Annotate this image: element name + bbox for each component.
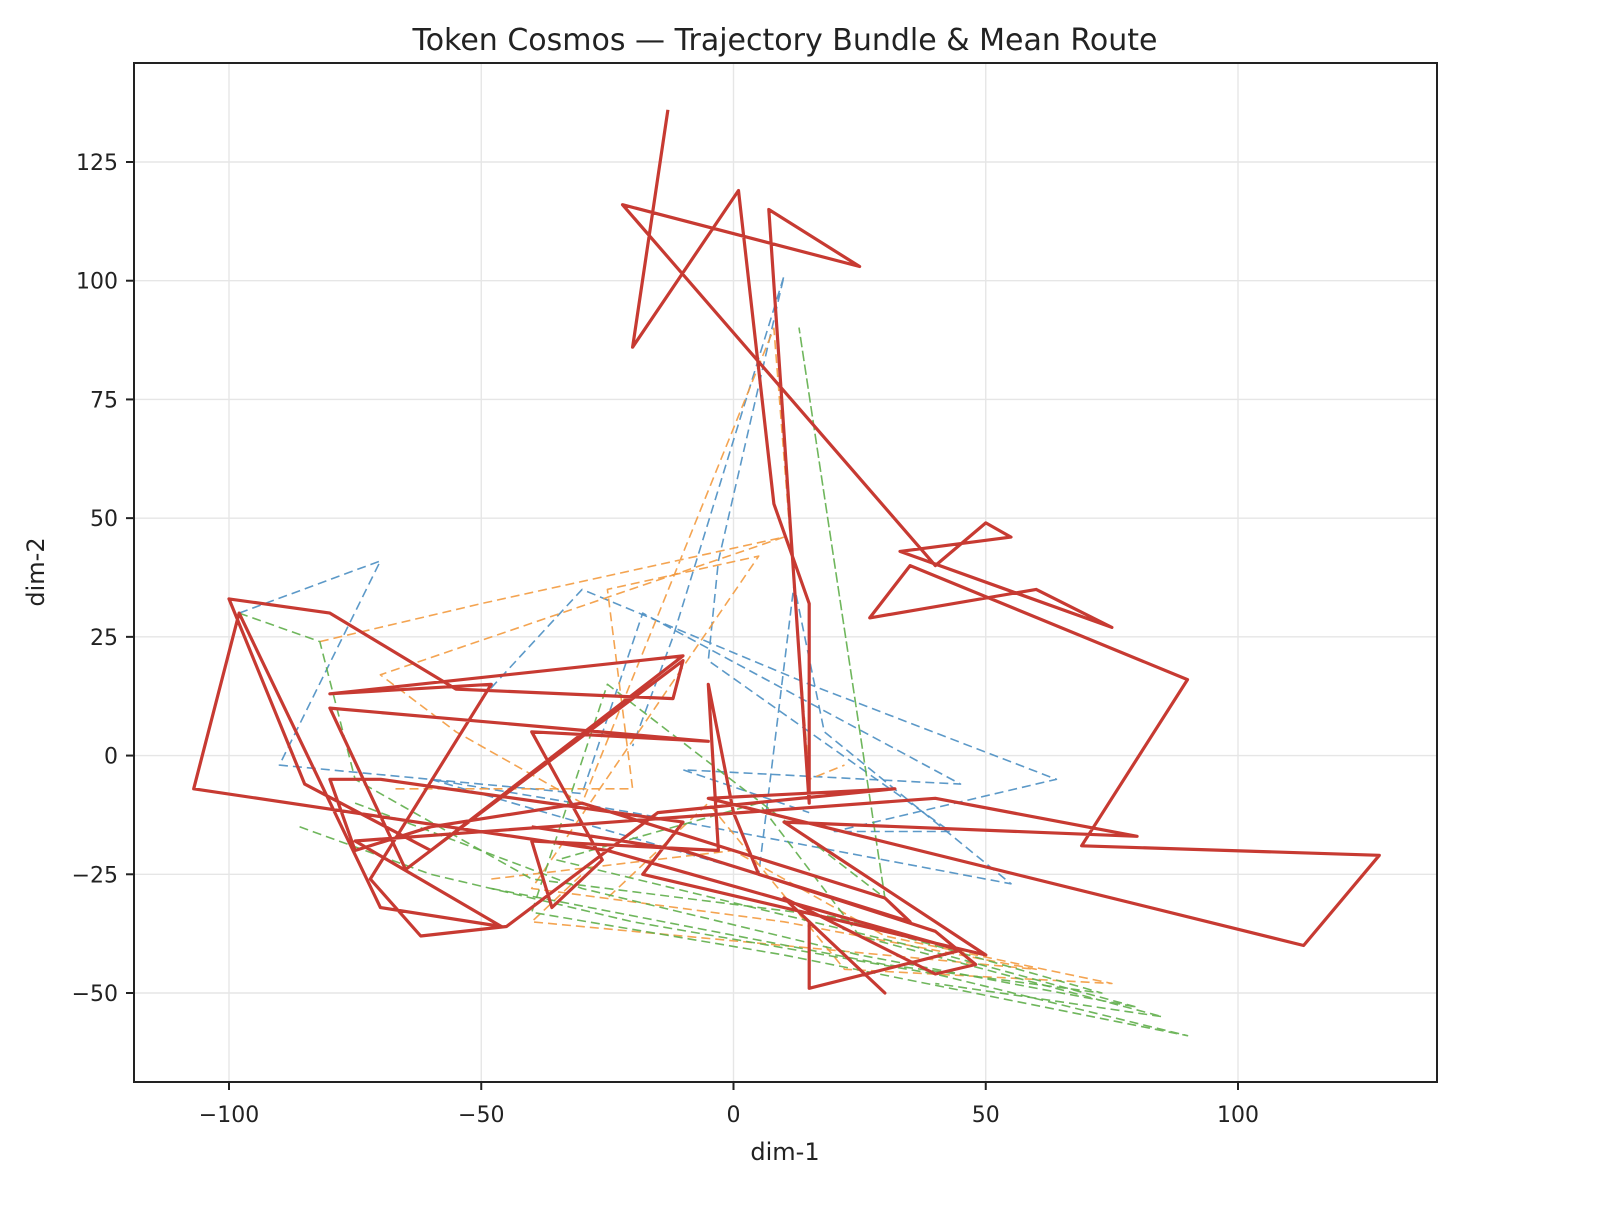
y-tick-label: 0 bbox=[104, 745, 118, 770]
x-tick-label: −100 bbox=[199, 1103, 259, 1128]
x-tick-label: 50 bbox=[972, 1103, 1000, 1128]
y-axis-ticks: −50 −25 0 25 50 75 100 125 bbox=[72, 151, 134, 1007]
x-tick-label: −50 bbox=[458, 1103, 504, 1128]
trajectory-line bbox=[430, 583, 1012, 885]
trajectory-line bbox=[395, 555, 1037, 971]
trajectory-line bbox=[480, 275, 1058, 833]
y-tick-label: 50 bbox=[90, 507, 118, 532]
y-tick-label: 25 bbox=[90, 626, 118, 651]
trajectory-line bbox=[238, 612, 1103, 994]
trajectory-line bbox=[319, 327, 845, 804]
plot-frame bbox=[133, 62, 1438, 1083]
x-tick-label: 0 bbox=[727, 1103, 741, 1128]
y-tick-label: 125 bbox=[76, 151, 118, 176]
trajectory-line bbox=[238, 560, 962, 814]
y-axis-label: dim-2 bbox=[22, 537, 50, 606]
y-tick-label: 100 bbox=[76, 270, 118, 295]
trajectory-line bbox=[354, 802, 1164, 1018]
mean-route-line bbox=[192, 109, 1381, 995]
x-axis-label: dim-1 bbox=[750, 1138, 819, 1166]
x-tick-label: 100 bbox=[1217, 1103, 1259, 1128]
plot-area bbox=[192, 109, 1381, 1037]
chart-title: Token Cosmos — Trajectory Bundle & Mean … bbox=[411, 23, 1157, 58]
y-tick-label: 75 bbox=[90, 388, 118, 413]
x-axis-ticks: −100 −50 0 50 100 bbox=[199, 1082, 1259, 1128]
y-tick-label: −25 bbox=[72, 863, 118, 888]
y-tick-label: −50 bbox=[72, 982, 118, 1007]
